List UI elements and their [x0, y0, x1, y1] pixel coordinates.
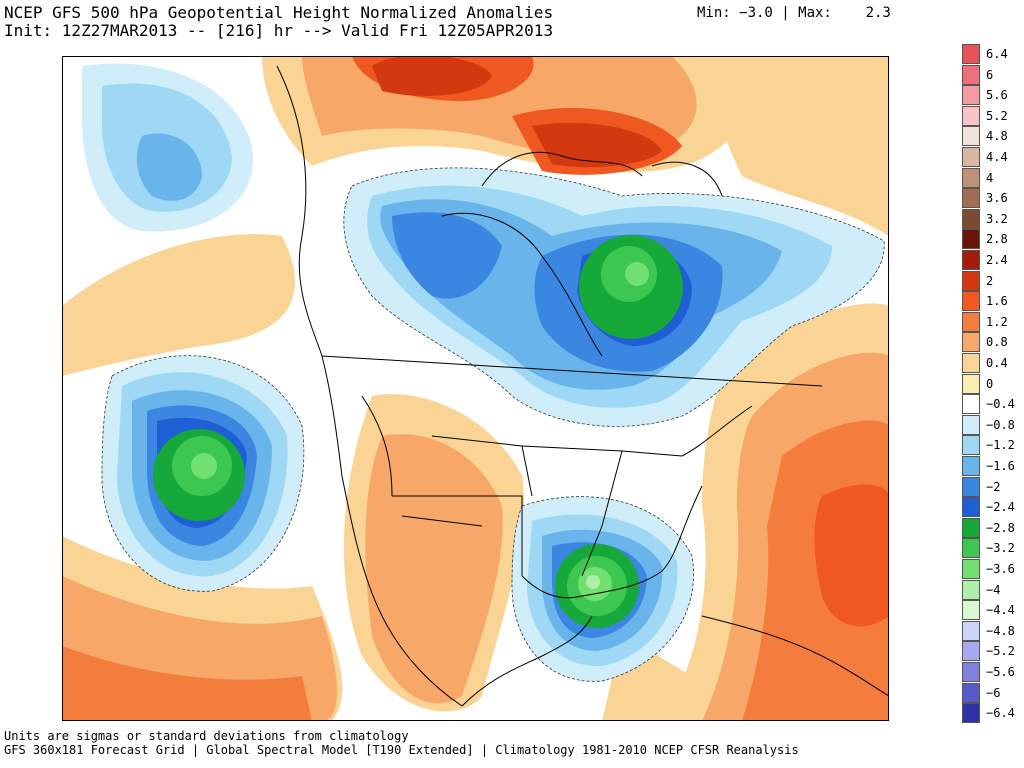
color-swatch [962, 559, 980, 579]
color-swatch [962, 105, 980, 126]
color-swatch [962, 456, 980, 476]
color-scale-label: −0.8 [986, 417, 1015, 432]
color-scale-label: 3.6 [986, 191, 1008, 206]
footer-units-note: Units are sigmas or standard deviations … [4, 729, 409, 743]
color-scale-label: 6 [986, 67, 994, 82]
color-scale-label: −3.6 [986, 562, 1015, 576]
color-scale-label: 0 [986, 376, 994, 391]
color-swatch [962, 373, 980, 394]
color-swatch [962, 703, 980, 724]
color-scale-label: 0.8 [986, 335, 1008, 350]
color-swatch [962, 682, 980, 703]
color-swatch [962, 497, 980, 518]
color-swatch [962, 332, 980, 353]
color-swatch [962, 311, 980, 332]
map-frame [62, 56, 889, 721]
color-scale-label: −1.6 [986, 459, 1015, 473]
color-scale-label: 4.4 [986, 150, 1008, 164]
color-scale-label: 5.2 [986, 108, 1008, 123]
color-scale-label: −5.6 [986, 665, 1015, 679]
color-scale-label: −3.2 [986, 541, 1015, 556]
color-swatch [962, 394, 980, 415]
color-scale-label: −4 [986, 582, 1001, 597]
color-scale-label: −6 [986, 685, 1001, 700]
color-scale-label: −2.8 [986, 520, 1015, 535]
color-scale-label: −2 [986, 479, 1001, 494]
color-swatch [962, 538, 980, 559]
color-swatch [962, 291, 980, 312]
color-swatch [962, 250, 980, 270]
color-swatch [962, 44, 980, 64]
color-swatch [962, 476, 980, 497]
color-scale-label: 2.8 [986, 232, 1008, 247]
color-swatch [962, 229, 980, 250]
color-swatch [962, 167, 980, 188]
color-swatch [962, 353, 980, 373]
color-scale-label: 5.6 [986, 88, 1008, 103]
color-scale-label: −4.4 [986, 603, 1015, 618]
init-valid-line: Init: 12Z27MAR2013 -- [216] hr --> Valid… [4, 21, 554, 40]
negative-anomaly-fields [82, 63, 885, 682]
color-swatch [962, 85, 980, 106]
color-scale-label: 4.8 [986, 129, 1008, 144]
anomaly-map [62, 56, 889, 721]
color-scale-legend: 6.4 6 5.6 5.2 4.8 4.4 4 3.6 3.2 2.8 2.4 2 1.6 1.2 0.8 0… [962, 44, 1022, 724]
color-swatch [962, 270, 980, 291]
color-swatch [962, 188, 980, 209]
color-swatch [962, 641, 980, 662]
color-scale-label: −5.2 [986, 644, 1015, 659]
chart-title: NCEP GFS 500 hPa Geopotential Height Nor… [4, 3, 554, 22]
coastlines-borders [276, 65, 889, 707]
min-max-readout: Min: −3.0 | Max: 2.3 [697, 5, 891, 21]
color-swatch [962, 600, 980, 621]
color-swatch [962, 662, 980, 682]
color-swatch [962, 435, 980, 456]
color-scale-label: 2.4 [986, 253, 1008, 267]
color-scale-label: 4 [986, 170, 994, 185]
color-swatch [962, 208, 980, 229]
color-scale-label: 1.2 [986, 314, 1008, 329]
color-swatch [962, 579, 980, 600]
color-scale-label: −2.4 [986, 500, 1015, 515]
color-swatch [962, 620, 980, 641]
color-scale-label: 6.4 [986, 47, 1008, 61]
color-scale-label: −6.4 [986, 706, 1015, 721]
color-swatch [962, 64, 980, 85]
color-scale-label: −1.2 [986, 438, 1015, 453]
color-swatch [962, 517, 980, 538]
color-scale-label: −4.8 [986, 623, 1015, 638]
color-scale-label: 1.6 [986, 294, 1008, 309]
color-scale-label: 3.2 [986, 211, 1008, 226]
zero-contours [101, 167, 885, 682]
color-swatch [962, 414, 980, 435]
color-scale-label: 0.4 [986, 356, 1008, 370]
footer-source-note: GFS 360x181 Forecast Grid | Global Spect… [4, 743, 799, 757]
color-scale-label: −0.4 [986, 397, 1015, 412]
color-swatch [962, 126, 980, 147]
color-swatch [962, 147, 980, 167]
color-scale-label: 2 [986, 273, 994, 288]
